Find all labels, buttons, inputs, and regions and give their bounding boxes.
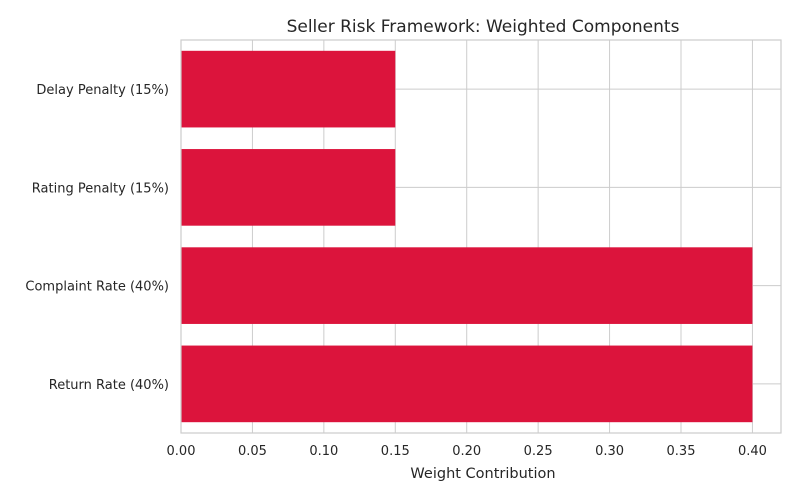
y-tick-label: Delay Penalty (15%) (36, 83, 169, 98)
x-tick-label: 0.35 (667, 444, 696, 459)
bar (181, 50, 396, 128)
bars (181, 50, 753, 423)
y-tick-label: Rating Penalty (15%) (32, 181, 169, 196)
bar (181, 247, 753, 324)
y-tick-label: Complaint Rate (40%) (25, 280, 169, 295)
bar (181, 149, 396, 226)
x-tick-label: 0.40 (738, 444, 767, 459)
y-tick-label: Return Rate (40%) (49, 378, 169, 393)
x-tick-label: 0.25 (524, 444, 553, 459)
x-axis-label: Weight Contribution (410, 466, 555, 482)
y-tick-labels: Return Rate (40%) Complaint Rate (40%) Rat… (25, 83, 169, 393)
x-tick-label: 0.15 (381, 444, 410, 459)
x-tick-label: 0.05 (238, 444, 267, 459)
bar (181, 345, 753, 423)
x-tick-label: 0.10 (309, 444, 338, 459)
chart-title: Seller Risk Framework: Weighted Componen… (287, 17, 680, 37)
x-tick-label: 0.20 (452, 444, 481, 459)
x-tick-label: 0.00 (167, 444, 196, 459)
x-tick-label: 0.30 (595, 444, 624, 459)
x-tick-labels: 0.00 0.05 0.10 0.15 0.20 0.25 0.30 0.35 0.40 (167, 444, 767, 459)
axes-frame (180, 39, 782, 434)
